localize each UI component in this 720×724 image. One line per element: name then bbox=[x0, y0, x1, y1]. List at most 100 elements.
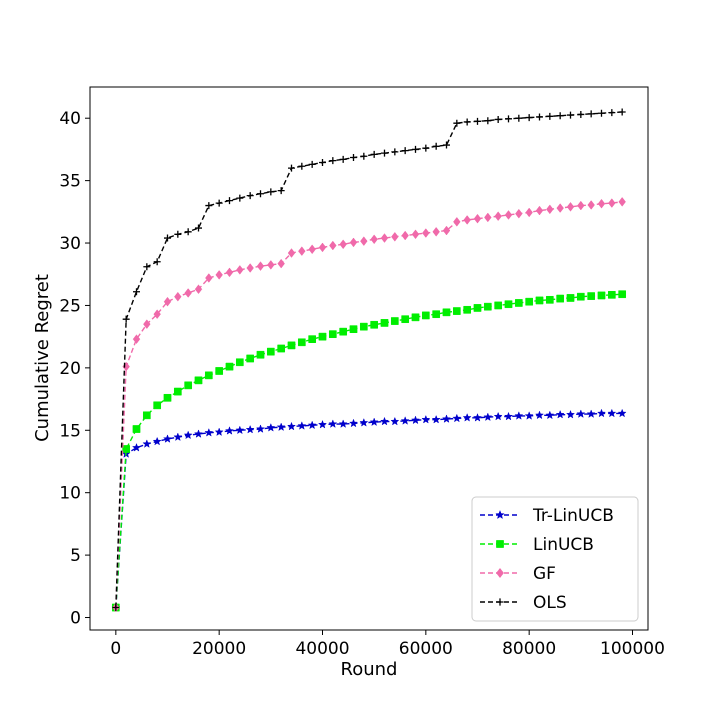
data-point bbox=[505, 115, 512, 123]
data-point bbox=[329, 240, 337, 251]
legend: Tr-LinUCB LinUCB GF OLS bbox=[471, 496, 639, 622]
data-point bbox=[225, 362, 234, 371]
data-point bbox=[390, 317, 399, 325]
data-point bbox=[370, 234, 378, 245]
legend-entry: Tr-LinUCB bbox=[480, 506, 614, 526]
data-point bbox=[597, 291, 606, 300]
legend-marker bbox=[496, 567, 504, 579]
data-point bbox=[359, 322, 368, 331]
data-point bbox=[453, 119, 461, 127]
data-point bbox=[266, 347, 275, 356]
data-point bbox=[339, 155, 347, 163]
y-axis: 0 5 10 15 20 25 30 35 40 bbox=[59, 109, 90, 629]
y-axis-label: Cumulative Regret bbox=[32, 274, 53, 442]
x-tick-label: 0 bbox=[110, 639, 121, 659]
data-point bbox=[576, 292, 585, 301]
data-point bbox=[598, 109, 605, 117]
data-point bbox=[546, 112, 554, 120]
data-point bbox=[514, 299, 523, 307]
data-point bbox=[412, 145, 419, 153]
data-point bbox=[525, 114, 533, 122]
data-point bbox=[525, 297, 534, 306]
data-point bbox=[391, 148, 399, 156]
legend-entry: GF bbox=[480, 564, 556, 584]
data-point bbox=[514, 411, 524, 420]
data-point bbox=[349, 325, 358, 334]
data-point bbox=[235, 425, 245, 435]
data-point bbox=[545, 295, 554, 304]
data-point bbox=[422, 228, 430, 238]
data-point bbox=[183, 430, 193, 440]
data-point bbox=[607, 408, 617, 418]
data-point bbox=[143, 263, 151, 271]
data-point bbox=[195, 224, 202, 232]
data-point bbox=[401, 315, 410, 324]
data-point bbox=[431, 414, 441, 424]
data-point bbox=[318, 242, 327, 253]
data-point bbox=[525, 207, 533, 218]
data-point bbox=[328, 330, 337, 339]
data-point bbox=[577, 110, 585, 118]
data-point bbox=[257, 190, 264, 198]
data-point bbox=[267, 188, 275, 196]
data-point bbox=[163, 296, 172, 307]
data-point bbox=[515, 208, 523, 219]
y-tick-label: 5 bbox=[70, 546, 81, 566]
data-point bbox=[215, 199, 223, 207]
data-point bbox=[607, 290, 616, 299]
data-point bbox=[287, 341, 296, 350]
data-point bbox=[608, 109, 616, 117]
data-point bbox=[369, 417, 379, 427]
data-point bbox=[225, 267, 234, 278]
data-point bbox=[152, 436, 162, 446]
y-tick-label: 30 bbox=[59, 234, 81, 254]
data-point bbox=[463, 118, 471, 126]
x-axis-label: Round bbox=[341, 659, 398, 680]
legend-label: OLS bbox=[533, 593, 567, 613]
data-point bbox=[132, 334, 141, 344]
data-point bbox=[618, 290, 627, 299]
data-point bbox=[391, 231, 399, 242]
data-point bbox=[173, 432, 183, 442]
data-point bbox=[586, 409, 596, 418]
data-point bbox=[256, 261, 265, 271]
data-point bbox=[286, 421, 297, 431]
data-point bbox=[163, 393, 172, 402]
data-point bbox=[112, 604, 120, 612]
series-layer bbox=[111, 108, 627, 613]
data-point bbox=[236, 194, 244, 202]
data-point bbox=[441, 414, 452, 423]
data-point bbox=[463, 215, 471, 225]
data-point bbox=[339, 239, 347, 250]
data-point bbox=[174, 230, 182, 238]
data-point bbox=[473, 304, 482, 312]
legend-entry: OLS bbox=[480, 593, 567, 613]
data-point bbox=[379, 416, 390, 426]
data-point bbox=[204, 427, 214, 437]
data-point bbox=[164, 234, 171, 242]
data-point bbox=[381, 149, 388, 157]
legend-box bbox=[471, 496, 639, 622]
data-point bbox=[577, 200, 585, 211]
data-point bbox=[215, 270, 223, 280]
data-point bbox=[432, 310, 441, 319]
x-tick-label: 40000 bbox=[295, 639, 349, 659]
data-point bbox=[556, 294, 565, 303]
data-point bbox=[287, 248, 296, 258]
data-point bbox=[380, 233, 389, 243]
data-point bbox=[214, 427, 224, 437]
data-point bbox=[411, 313, 420, 322]
y-tick-label: 35 bbox=[59, 172, 81, 192]
data-point bbox=[153, 401, 162, 410]
x-axis: 0 20000 40000 60000 80000 100000 bbox=[110, 630, 665, 659]
data-point bbox=[472, 412, 483, 422]
data-point bbox=[484, 212, 492, 223]
data-point bbox=[483, 302, 492, 311]
data-point bbox=[194, 284, 203, 295]
data-point bbox=[297, 421, 307, 430]
data-point bbox=[556, 203, 564, 213]
data-point bbox=[348, 418, 359, 428]
data-point bbox=[483, 412, 493, 422]
data-point bbox=[494, 211, 502, 222]
